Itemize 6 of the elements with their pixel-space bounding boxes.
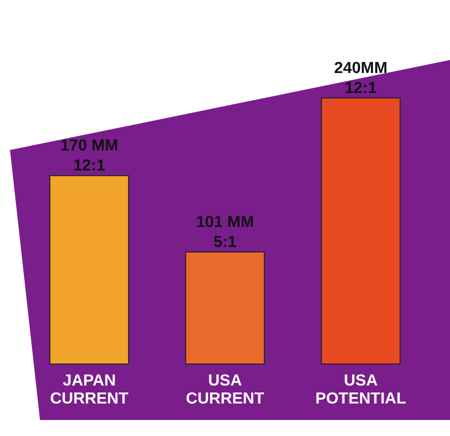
data-label: 170 MM 12:1 bbox=[60, 138, 118, 175]
data-label: 101 MM 5:1 bbox=[196, 214, 254, 252]
x-tick-label: USA CURRENT bbox=[186, 372, 264, 408]
x-tick-label: JAPAN CURRENT bbox=[50, 372, 129, 408]
data-label: 240MM 12:1 bbox=[334, 60, 388, 97]
x-tick-label: USA POTENTIAL bbox=[315, 372, 406, 408]
